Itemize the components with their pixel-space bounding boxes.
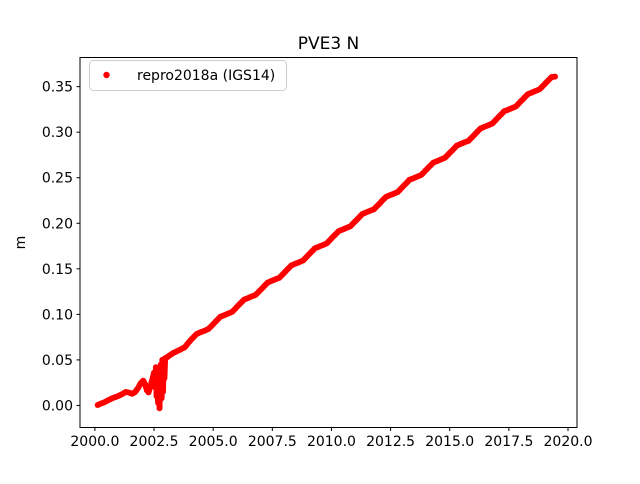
data-point: [552, 73, 558, 80]
x-tick-label: 2010.0: [307, 434, 356, 450]
y-tick-label: 0.15: [42, 262, 73, 278]
x-tick-label: 2015.0: [425, 434, 474, 450]
y-tick-label: 0.30: [42, 125, 73, 141]
legend: repro2018a (IGS14): [89, 60, 287, 91]
y-tick-label: 0.20: [42, 216, 73, 232]
y-axis-label: m: [13, 236, 29, 250]
scatter-series: [94, 73, 558, 412]
legend-label: repro2018a (IGS14): [137, 68, 275, 84]
x-axis-ticks: 2000.0 2002.5 2005.0 2007.5 2010.0 2012.5 2015…: [70, 427, 593, 450]
chart-title: PVE3 N: [298, 34, 360, 54]
y-tick-label: 0.05: [42, 353, 73, 369]
y-tick-label: 0.10: [42, 307, 73, 323]
y-axis-ticks: 0.00 0.05 0.10 0.15 0.20 0.25 0.30 0.35: [42, 80, 80, 414]
x-tick-label: 2000.0: [70, 434, 119, 450]
x-tick-label: 2005.0: [189, 434, 238, 450]
x-tick-label: 2020.0: [544, 434, 593, 450]
y-tick-label: 0.00: [42, 398, 73, 414]
x-tick-label: 2012.5: [366, 434, 415, 450]
x-tick-label: 2007.5: [248, 434, 297, 450]
y-tick-label: 0.35: [42, 80, 73, 96]
legend-marker-icon: [103, 71, 110, 79]
x-tick-label: 2002.5: [130, 434, 179, 450]
plot-area-border: [79, 57, 578, 428]
legend-box: [89, 60, 287, 91]
x-tick-label: 2017.5: [484, 434, 533, 450]
y-tick-label: 0.25: [42, 171, 73, 187]
